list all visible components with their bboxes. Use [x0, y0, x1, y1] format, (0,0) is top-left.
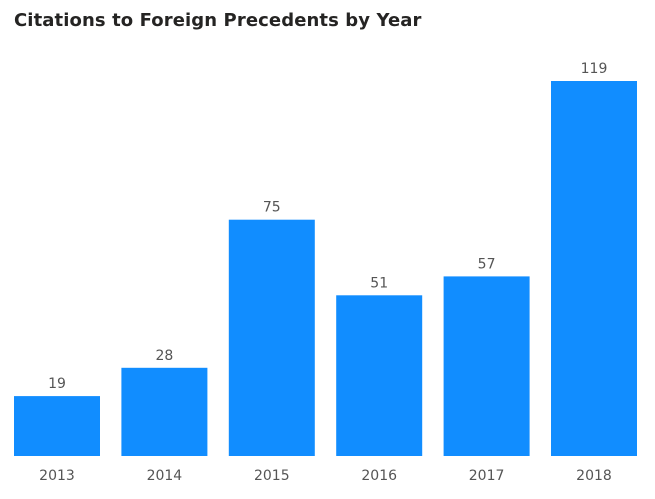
bar-2013	[14, 396, 100, 456]
value-labels-layer: 19 28 75 51 57 119	[48, 61, 607, 392]
data-label-2015: 75	[263, 200, 281, 216]
x-tick-label-2013: 2013	[39, 468, 75, 484]
bar-2017	[443, 276, 530, 456]
data-label-2017: 57	[478, 256, 496, 272]
x-tick-label-2018: 2018	[576, 468, 612, 484]
x-tick-label-2015: 2015	[254, 468, 290, 484]
bars-layer	[14, 81, 637, 456]
bar-2018	[551, 81, 637, 456]
data-label-2013: 19	[48, 376, 66, 392]
bar-2016	[336, 295, 423, 456]
bar-2014	[121, 367, 208, 456]
x-tick-label-2016: 2016	[361, 468, 397, 484]
x-tick-label-2014: 2014	[147, 468, 183, 484]
data-label-2016: 51	[370, 275, 388, 291]
chart-title: Citations to Foreign Precedents by Year	[14, 10, 422, 31]
x-tick-label-2017: 2017	[469, 468, 505, 484]
bar-2015	[228, 219, 315, 456]
x-axis: 2013 2014 2015 2016 2017 2018	[39, 468, 612, 484]
data-label-2018: 119	[581, 61, 608, 77]
data-label-2014: 28	[155, 348, 173, 364]
